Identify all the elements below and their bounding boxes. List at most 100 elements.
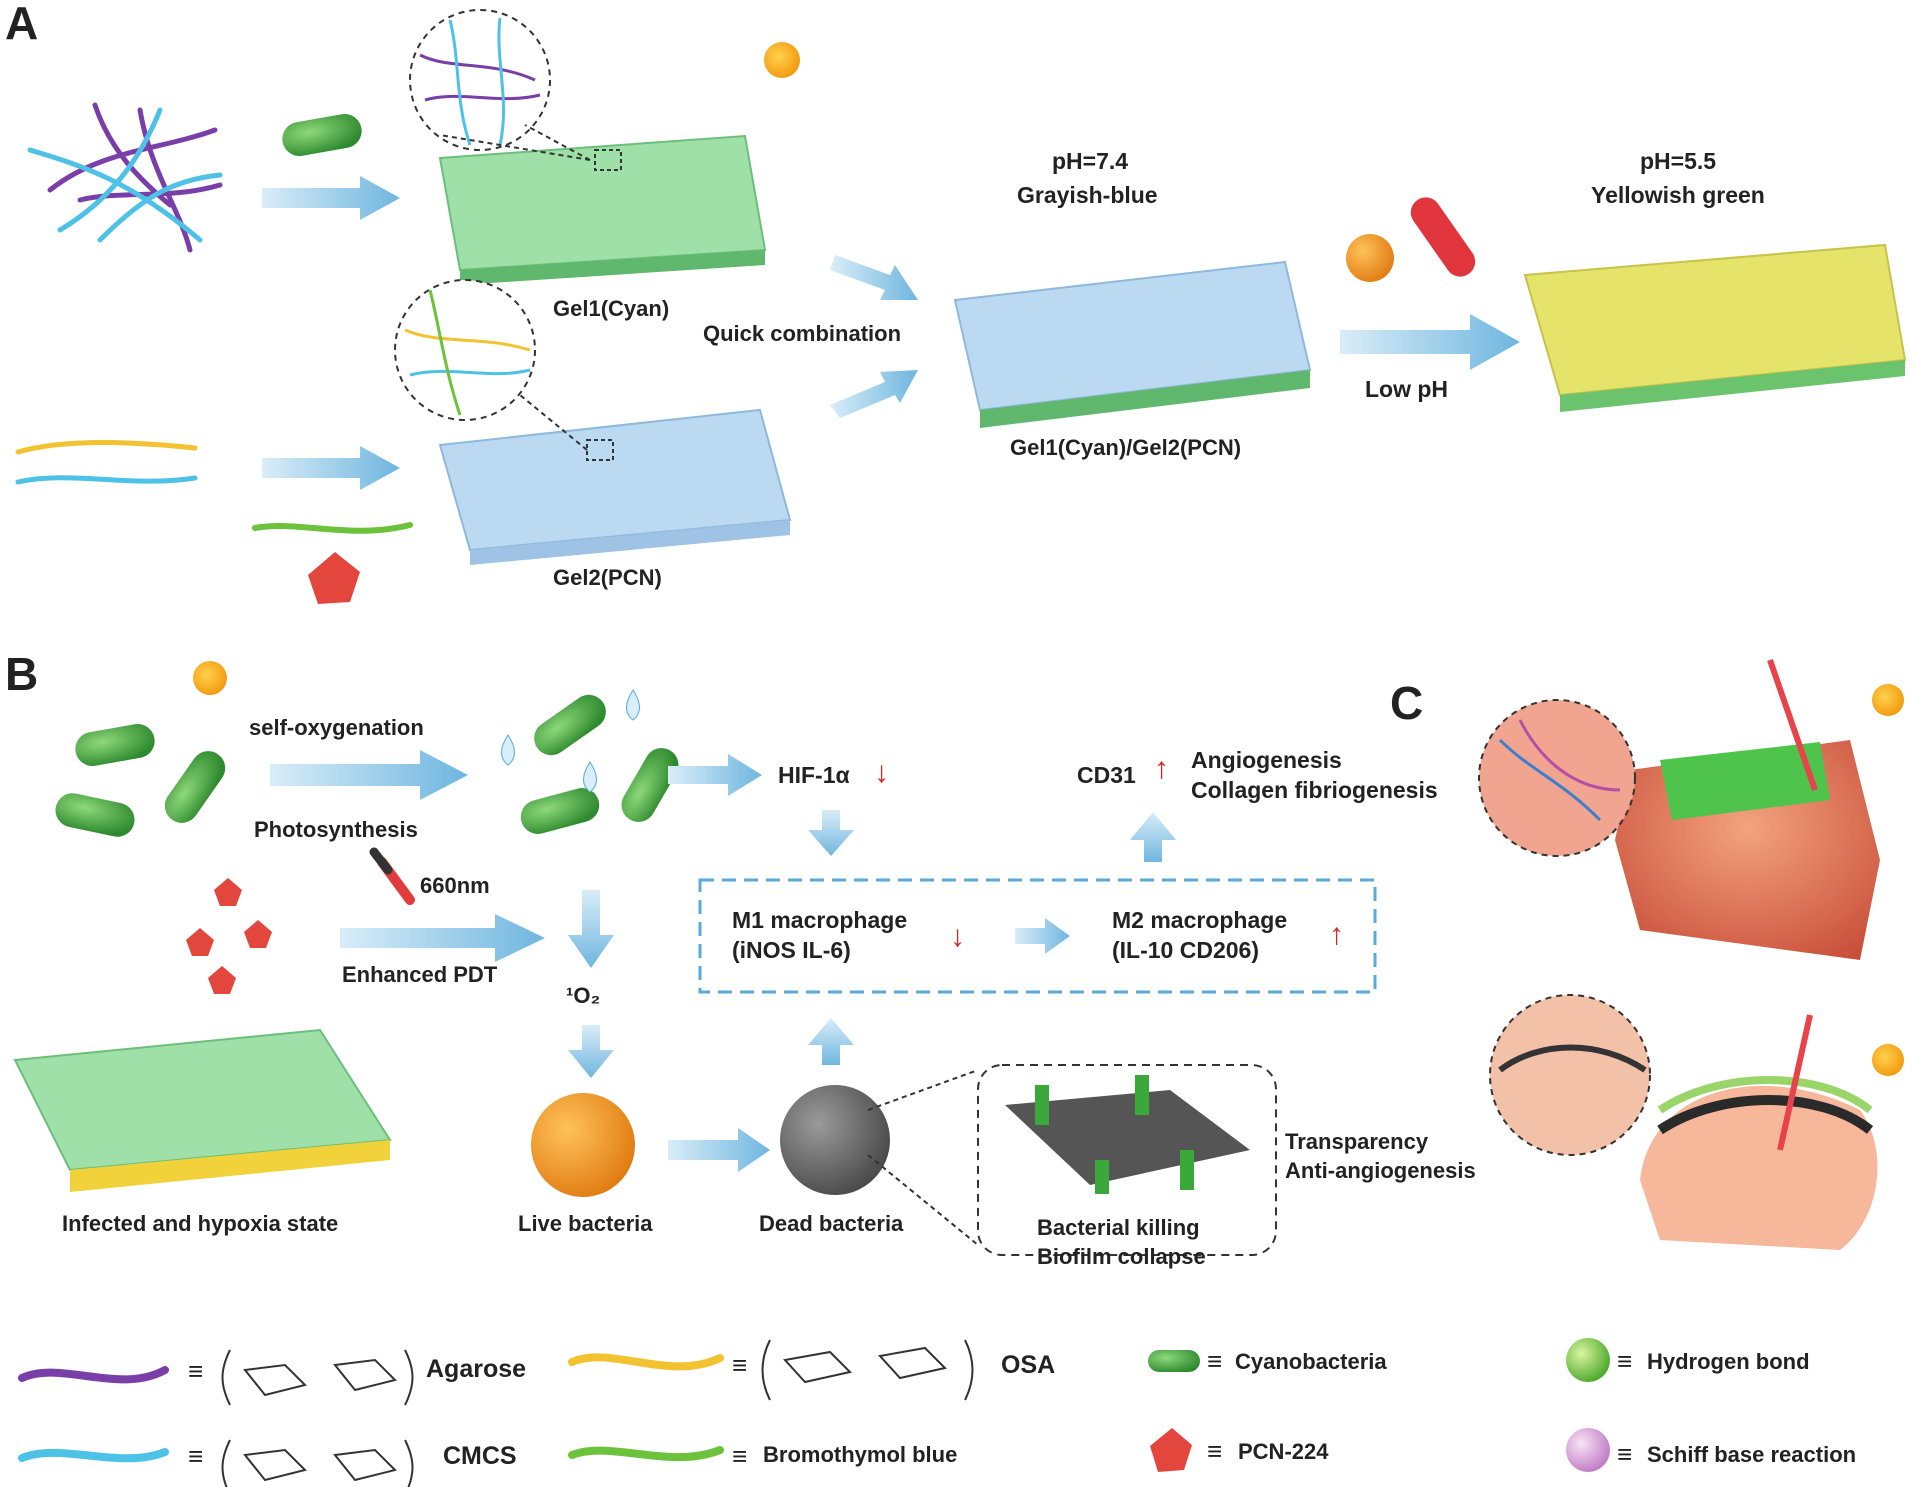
infected-gel-slab: [13, 1028, 392, 1192]
infected-state-label: Infected and hypoxia state: [62, 1211, 339, 1236]
legend-hydrogen-bond-equiv: ≡: [1617, 1346, 1633, 1376]
arrow-to-gel2: [262, 446, 400, 490]
dead-bacteria-label: Dead bacteria: [759, 1211, 904, 1236]
biofilm-collapse-label: Biofilm collapse: [1037, 1244, 1206, 1269]
arrow-dead-to-m1: [808, 1018, 854, 1065]
hif-label: HIF-1α: [778, 762, 850, 788]
laser-pointer-icon: [369, 847, 415, 905]
cyanobacterium-icon: [282, 114, 362, 156]
anti-angiogenesis-label: Anti-angiogenesis: [1285, 1158, 1476, 1183]
legend-pcn-icon: [1150, 1428, 1192, 1472]
skin-wound-model: [1615, 659, 1880, 960]
polymer-mix-agarose-cmcs: [27, 102, 223, 253]
eye-zoom-circle: [1489, 994, 1651, 1156]
legend-hydrogen-bond-label: Hydrogen bond: [1647, 1349, 1810, 1374]
legend-cyanobacteria-label: Cyanobacteria: [1235, 1349, 1387, 1374]
gel2-network-zoom: [394, 279, 614, 461]
gel1-label: Gel1(Cyan): [553, 296, 670, 321]
arrow-to-singlet-oxygen: [568, 890, 614, 968]
laser-wavelength-label: 660nm: [420, 873, 490, 898]
gel1-slab: [438, 134, 767, 285]
arrow-to-hif: [668, 754, 762, 796]
arrow-m2-to-cd31: [1130, 812, 1176, 862]
legend-cyanobacteria-equiv: ≡: [1207, 1346, 1223, 1376]
bacterial-killing-label: Bacterial killing: [1037, 1215, 1200, 1240]
zoom-line-bottom: [867, 1154, 979, 1246]
legend-pcn-label: PCN-224: [1238, 1439, 1329, 1464]
gel1-network-zoom: [409, 9, 622, 171]
macrophage-box: [698, 878, 1377, 994]
sun-icon: [764, 42, 800, 78]
biofilm-zoom-box: [977, 1064, 1277, 1256]
sun-icon-c-top: [1872, 684, 1904, 716]
legend-bromothymol-equiv: ≡: [732, 1441, 748, 1471]
sun-icon-b: [193, 661, 227, 695]
legend-bromothymol-label: Bromothymol blue: [763, 1442, 958, 1467]
transparency-label: Transparency: [1285, 1129, 1429, 1154]
singlet-oxygen-label: ¹O₂: [566, 983, 601, 1008]
quick-combination-label: Quick combination: [703, 321, 902, 346]
legend-cmcs-equiv: ≡: [188, 1441, 204, 1471]
arrow-to-gel1: [262, 176, 400, 220]
angiogenesis-label: Angiogenesis: [1191, 747, 1342, 773]
biofilm-collapse-illustration: [1005, 1075, 1250, 1194]
legend-strands: [18, 1353, 724, 1463]
photosynthesis-label: Photosynthesis: [254, 817, 418, 842]
arrow-hif-to-m1: [808, 810, 854, 856]
arrow-to-live-bacteria: [568, 1025, 614, 1078]
arrow-m1-to-m2: [1015, 918, 1070, 954]
legend-agarose-label: Agarose: [426, 1355, 527, 1383]
combined-gel-label: Gel1(Cyan)/Gel2(PCN): [1010, 435, 1242, 460]
cyanobacteria-group-left: [55, 724, 226, 837]
m2-markers: (IL-10 CD206): [1112, 937, 1259, 963]
gel2-label: Gel2(PCN): [553, 565, 662, 590]
low-ph-label: Low pH: [1365, 376, 1449, 402]
hif-down-arrow: ↓: [874, 756, 889, 789]
agarose-structure: [221, 1349, 414, 1406]
skin-zoom-circle: [1478, 699, 1636, 857]
polymer-mix-osa-cmcs: [15, 439, 413, 534]
arrow-enhanced-pdt: [340, 914, 545, 962]
m1-down-arrow: ↓: [950, 920, 965, 953]
ph74-value: pH=7.4: [1052, 148, 1129, 174]
zoom-line-top: [867, 1069, 979, 1111]
dead-bacteria-icon: [780, 1085, 890, 1195]
legend-schiff-base-icon: [1566, 1428, 1610, 1472]
legend-osa-label: OSA: [1001, 1351, 1056, 1379]
enhanced-pdt-label: Enhanced PDT: [342, 962, 498, 987]
cd31-up-arrow: ↑: [1154, 752, 1169, 785]
osa-structure: [761, 1339, 974, 1401]
arrow-gel1-to-combined: [830, 255, 918, 300]
cd31-label: CD31: [1077, 762, 1136, 788]
legend-osa-equiv: ≡: [732, 1350, 748, 1380]
cyanobacteria-group-oxygenated: [501, 689, 679, 834]
cmcs-structure: [221, 1439, 414, 1487]
legend-schiff-base-equiv: ≡: [1617, 1439, 1633, 1469]
live-bacterium-icon: [1346, 234, 1394, 282]
legend-cyanobacteria-icon: [1148, 1350, 1200, 1372]
legend-agarose-equiv: ≡: [188, 1356, 204, 1386]
panel-label-a: A: [5, 0, 39, 49]
live-bacteria-icon: [531, 1093, 635, 1197]
ph74-color: Grayish-blue: [1017, 182, 1158, 208]
arrow-gel2-to-combined: [830, 370, 918, 418]
arrow-self-oxygenation: [270, 750, 468, 800]
legend-cmcs-label: CMCS: [443, 1442, 517, 1470]
eye-model: [1640, 1014, 1878, 1250]
legend-pcn-equiv: ≡: [1207, 1436, 1223, 1466]
legend-schiff-base-label: Schiff base reaction: [1647, 1442, 1857, 1467]
collagen-label: Collagen fibriogenesis: [1191, 777, 1438, 803]
sun-icon-c-bottom: [1872, 1044, 1904, 1076]
m1-title: M1 macrophage: [732, 907, 908, 933]
ph55-value: pH=5.5: [1640, 148, 1717, 174]
m2-title: M2 macrophage: [1112, 907, 1288, 933]
yellowish-gel-slab: [1523, 243, 1907, 412]
rod-bacterium-icon: [1410, 197, 1476, 277]
live-bacteria-label: Live bacteria: [518, 1211, 653, 1236]
pcn-224-crystals: [186, 878, 272, 994]
ph55-color: Yellowish green: [1591, 182, 1765, 208]
m2-up-arrow: ↑: [1329, 918, 1344, 951]
self-oxygenation-label: self-oxygenation: [249, 715, 424, 740]
m1-markers: (iNOS IL-6): [732, 937, 851, 963]
